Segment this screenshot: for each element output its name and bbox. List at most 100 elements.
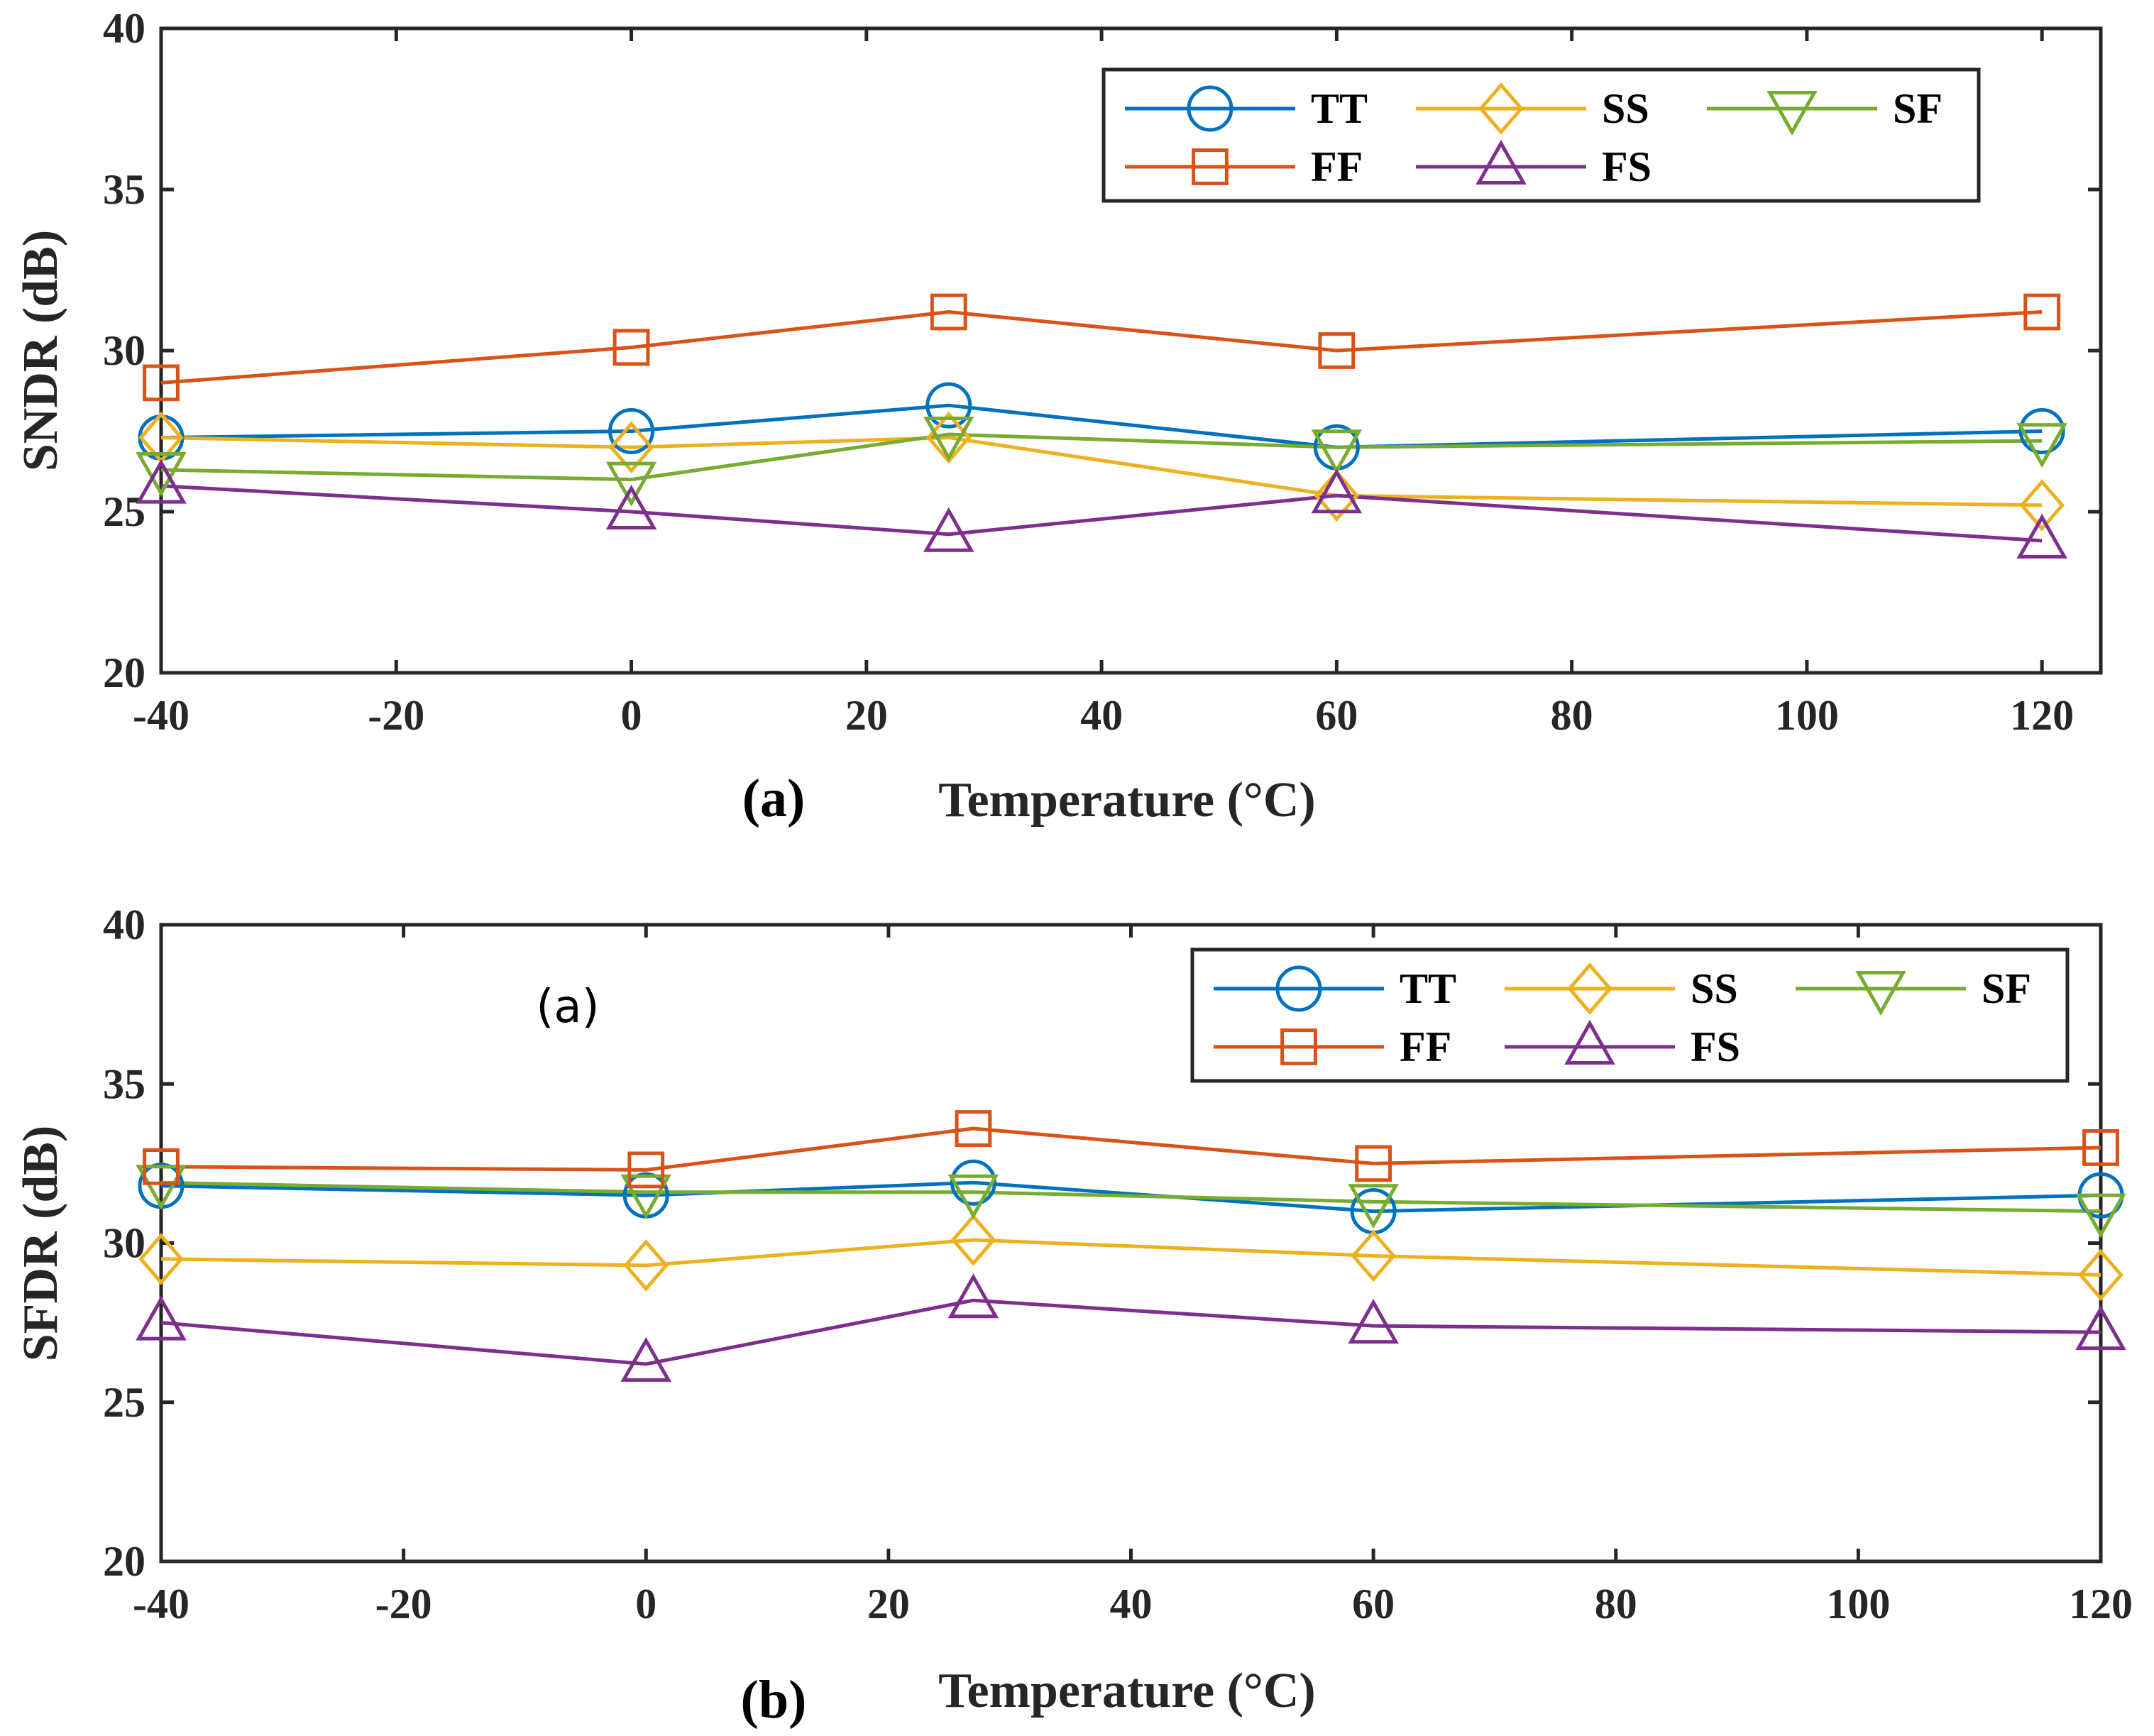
x-tick-label: -20 (375, 1581, 432, 1627)
data-point-ss (2078, 1248, 2123, 1302)
data-point-fs (136, 458, 187, 504)
data-point-fs (2075, 1305, 2126, 1351)
legend-marker-ss (1567, 962, 1612, 1015)
panel-label: (b) (741, 1670, 807, 1730)
y-axis-label: SNDR (dB) (13, 230, 68, 471)
data-point-ff (930, 293, 967, 331)
y-tick-label: 30 (103, 1220, 145, 1267)
legend: TT SS SF FF FS (1101, 67, 1981, 203)
series-line-ff (160, 310, 2043, 385)
y-tick-label: 40 (103, 901, 145, 948)
data-point-ff (1318, 332, 1356, 369)
data-point-sf (1348, 1184, 1399, 1229)
data-point-ss (1314, 469, 1360, 522)
data-point-sf (947, 1174, 999, 1219)
data-point-ss (138, 1233, 184, 1285)
x-tick-label: 60 (1315, 692, 1358, 739)
legend-marker-fs (1476, 139, 1527, 185)
legend-marker-ss (1478, 82, 1524, 135)
data-point-sf (136, 451, 187, 498)
series-line-tt (160, 403, 2043, 449)
legend-box (1101, 67, 1981, 203)
data-point-fs (923, 507, 974, 552)
data-point-ss (950, 1214, 996, 1266)
data-point-tt (608, 408, 655, 454)
series-line-sf (160, 432, 2043, 482)
x-axis-label: Temperature (°C) (938, 773, 1316, 828)
x-tick-label: 100 (1826, 1581, 1890, 1627)
data-point-fs (1311, 468, 1363, 514)
chart-panel-a: -40 -20 0 20 40 60 80 100 120 20 25 30 35 40 Temperatu… (13, 5, 2103, 828)
data-point-ss (623, 1239, 669, 1292)
x-tick-label: 60 (1352, 1581, 1395, 1627)
chart-panel-b: -40 -20 0 20 40 60 80 100 120 20 25 30 35 40 Temperatu… (13, 901, 2133, 1730)
data-point-ff (1355, 1145, 1392, 1182)
legend-label-fs: FS (1691, 1023, 1740, 1070)
y-tick-label: 35 (103, 166, 145, 213)
legend-marker-tt (1275, 965, 1322, 1012)
legend-label-ff: FF (1311, 143, 1363, 190)
x-tick-label: 40 (1110, 1581, 1153, 1627)
x-tick-label: 0 (621, 692, 642, 739)
legend-label-ss: SS (1691, 965, 1738, 1012)
data-point-ff (2082, 1129, 2119, 1166)
legend-marker-fs (1564, 1019, 1615, 1065)
x-tick-label: 0 (635, 1581, 656, 1627)
data-point-fs (947, 1273, 999, 1319)
data-point-ss (1351, 1229, 1396, 1282)
x-tick-label: 20 (867, 1581, 910, 1627)
data-point-fs (620, 1336, 672, 1382)
series-line-ss (160, 436, 2043, 507)
y-tick-label: 40 (103, 5, 145, 52)
data-point-ff (2023, 293, 2061, 331)
y-tick-label: 25 (103, 488, 145, 535)
x-tick-label: 20 (845, 692, 888, 739)
data-point-ss (2019, 479, 2065, 532)
series-line-fs (160, 1298, 2101, 1366)
legend-marker-ff (1192, 148, 1229, 185)
data-point-tt (2018, 408, 2065, 454)
data-point-sf (620, 1174, 672, 1219)
data-point-sf (605, 461, 657, 507)
x-axis-label: Temperature (°C) (938, 1664, 1316, 1718)
x-tick-label: 120 (2069, 1581, 2133, 1627)
y-tick-label: 25 (103, 1379, 145, 1426)
legend-marker-sf (1855, 971, 1906, 1016)
data-point-sf (1311, 429, 1363, 475)
y-tick-label: 20 (103, 1538, 145, 1585)
legend: TT SS SF FF FS (1190, 947, 2070, 1083)
legend-label-tt: TT (1311, 85, 1368, 132)
x-tick-label: -40 (133, 1581, 189, 1627)
data-point-ss (608, 421, 654, 474)
data-point-sf (2016, 423, 2067, 468)
y-axis-label: SFDR (dB) (13, 1126, 68, 1362)
data-point-sf (136, 1165, 187, 1210)
data-point-fs (1348, 1299, 1399, 1344)
x-tick-label: -20 (368, 692, 424, 739)
data-point-tt (925, 382, 972, 429)
data-point-ff (143, 1148, 180, 1185)
annotation-text: (a) (536, 981, 599, 1033)
x-tick-label: 80 (1551, 692, 1593, 739)
legend-box (1190, 947, 2070, 1083)
legend-label-fs: FS (1602, 143, 1652, 190)
legend-marker-sf (1766, 91, 1818, 136)
x-tick-label: 100 (1775, 692, 1839, 739)
y-tick-label: 30 (103, 327, 145, 374)
data-point-fs (2016, 513, 2067, 559)
x-tick-label: -40 (133, 692, 189, 739)
data-point-ff (955, 1110, 992, 1147)
series-line-ss (160, 1238, 2101, 1277)
legend-marker-tt (1187, 85, 1233, 132)
x-tick-label: 80 (1595, 1581, 1637, 1627)
y-tick-label: 35 (103, 1060, 145, 1107)
legend-label-sf: SF (1982, 965, 2031, 1012)
data-point-tt (950, 1159, 996, 1206)
legend-label-sf: SF (1893, 85, 1943, 132)
series-line-ff (160, 1126, 2101, 1172)
legend-label-ss: SS (1602, 85, 1649, 132)
data-point-fs (605, 484, 657, 529)
data-point-ff (143, 364, 180, 402)
series-line-sf (160, 1180, 2101, 1214)
